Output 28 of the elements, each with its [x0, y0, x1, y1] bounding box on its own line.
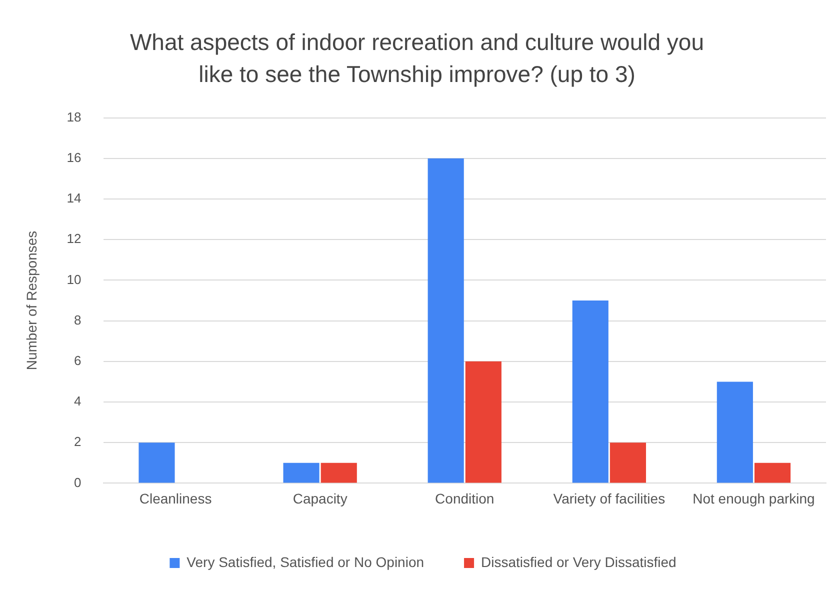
chart-title: What aspects of indoor recreation and culture would you like to see the Township improve? (up to 3)	[128, 28, 706, 89]
x-tick-label: Not enough parking	[692, 490, 815, 506]
y-tick-label: 4	[74, 394, 82, 409]
bar	[138, 442, 175, 483]
x-tick-label: Variety of facilities	[553, 490, 666, 506]
bar	[754, 462, 791, 483]
bar	[320, 462, 357, 483]
bar	[465, 361, 502, 483]
y-tick-label: 14	[66, 190, 82, 206]
y-tick-label: 16	[66, 150, 82, 165]
bar	[610, 442, 646, 483]
bar	[572, 300, 608, 483]
y-tick-label: 0	[74, 474, 82, 490]
y-axis-title: Number of Responses	[23, 230, 40, 370]
x-tick-label: Condition	[435, 490, 494, 506]
x-tick-label: Cleanliness	[139, 490, 212, 506]
bar	[716, 382, 753, 483]
bar	[428, 158, 464, 483]
y-tick-label: 10	[66, 272, 82, 287]
legend-label: Dissatisfied or Very Dissatisfied	[481, 554, 676, 570]
y-tick-label: 12	[66, 231, 82, 246]
legend-label: Very Satisfied, Satisfied or No Opinion	[186, 554, 424, 570]
y-tick-label: 18	[66, 109, 82, 124]
y-tick-label: 6	[74, 352, 82, 368]
y-tick-label: 2	[74, 434, 82, 450]
y-tick-label: 8	[74, 312, 82, 328]
x-tick-label: Capacity	[292, 490, 348, 506]
bar	[283, 462, 320, 483]
